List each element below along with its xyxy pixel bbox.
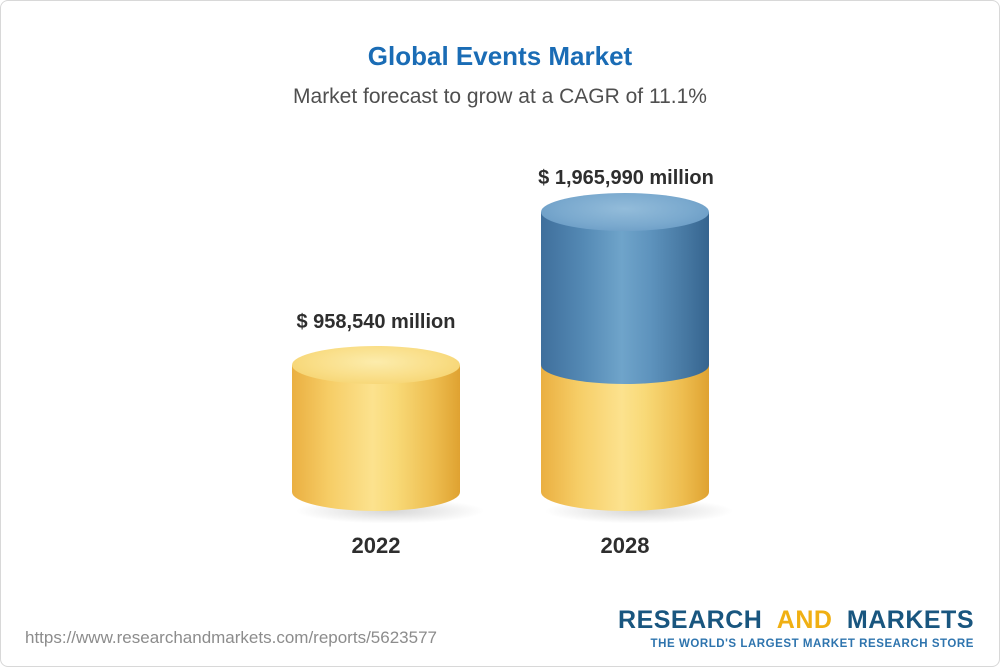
cylinder-top-2028 bbox=[541, 193, 709, 232]
logo-wordmark: RESEARCH AND MARKETS bbox=[618, 608, 974, 633]
category-label-2022: 2022 bbox=[351, 533, 401, 558]
chart-title: Global Events Market bbox=[367, 41, 633, 71]
chart-subtitle: Market forecast to grow at a CAGR of 11.… bbox=[293, 85, 707, 108]
bar-segment-2022-base bbox=[292, 346, 460, 511]
cylinder-top-2022 bbox=[292, 346, 460, 385]
logo-tagline: THE WORLD'S LARGEST MARKET RESEARCH STOR… bbox=[650, 638, 974, 650]
brand-logo: RESEARCH AND MARKETS THE WORLD'S LARGEST… bbox=[618, 608, 974, 651]
logo-word-and: AND bbox=[776, 606, 833, 634]
value-label-2022: $ 958,540 million bbox=[296, 311, 456, 333]
bar-segment-2028-growth bbox=[541, 193, 709, 385]
report-url: https://www.researchandmarkets.com/repor… bbox=[25, 628, 437, 647]
logo-word-research: RESEARCH bbox=[618, 606, 763, 634]
logo-word-markets: MARKETS bbox=[846, 606, 974, 634]
bar-segment-2028-base bbox=[541, 365, 709, 511]
value-label-2028: $ 1,965,990 million bbox=[538, 167, 714, 189]
category-label-2028: 2028 bbox=[600, 533, 650, 558]
